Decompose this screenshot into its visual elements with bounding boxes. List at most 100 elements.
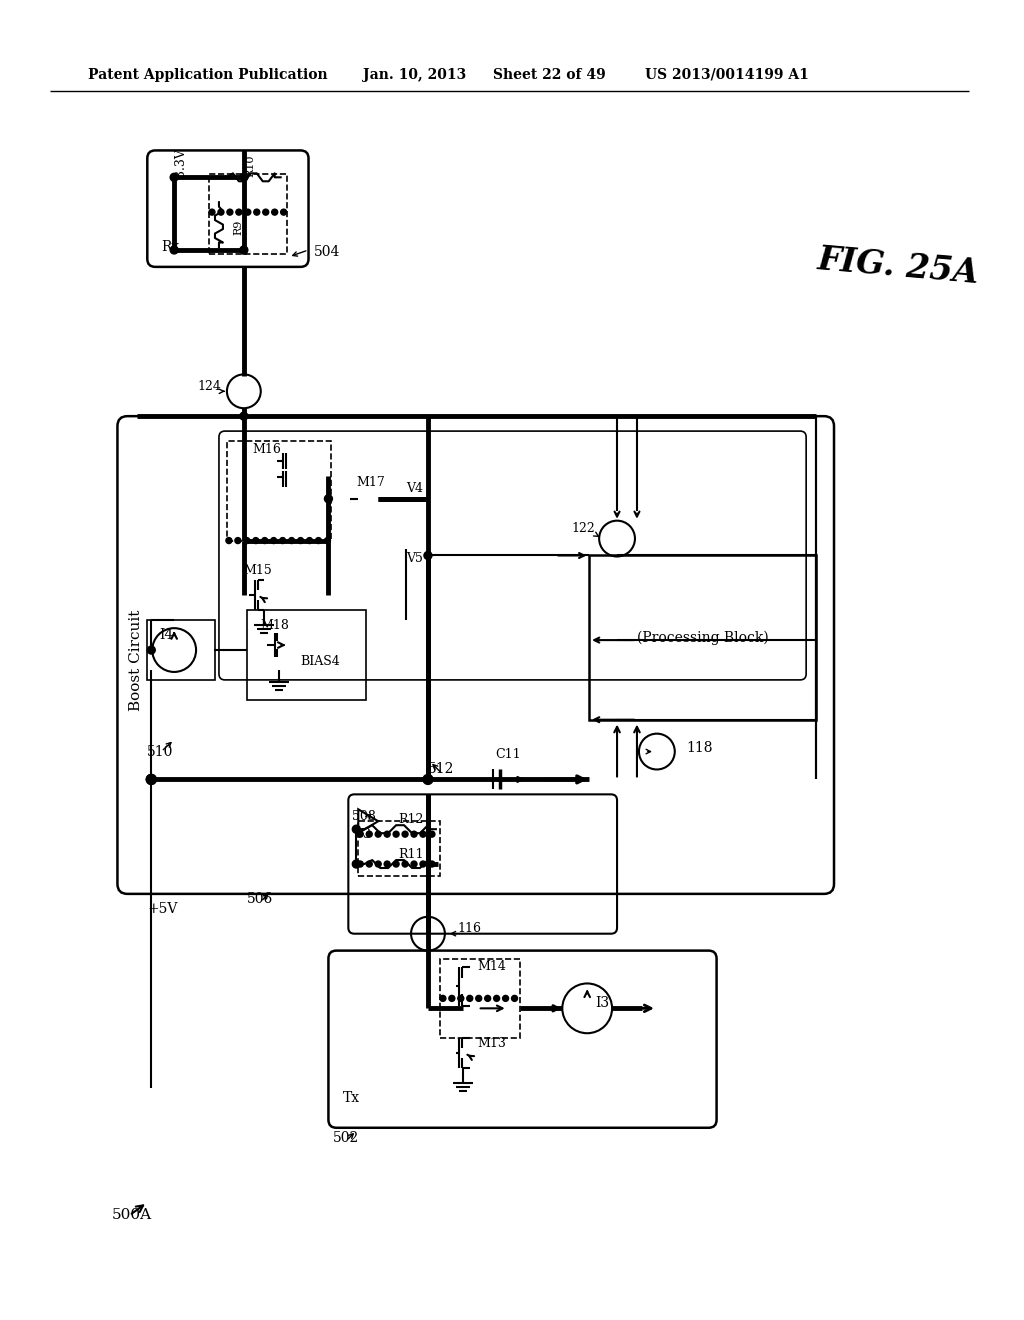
Circle shape [281, 209, 287, 215]
Circle shape [357, 861, 364, 867]
Circle shape [240, 246, 248, 253]
Circle shape [146, 775, 157, 784]
Circle shape [467, 995, 473, 1002]
Circle shape [357, 832, 364, 837]
Text: I3: I3 [595, 997, 609, 1010]
Text: R12: R12 [398, 813, 424, 826]
Circle shape [393, 832, 399, 837]
Circle shape [384, 861, 390, 867]
Circle shape [402, 832, 408, 837]
Text: M14: M14 [478, 960, 507, 973]
Text: 508: 508 [352, 809, 376, 822]
Circle shape [449, 995, 455, 1002]
Circle shape [262, 537, 267, 544]
Text: R9: R9 [233, 219, 244, 235]
Circle shape [476, 995, 481, 1002]
Bar [589, 556, 816, 719]
Circle shape [512, 995, 517, 1002]
Circle shape [423, 775, 433, 784]
Text: Boost Circuit: Boost Circuit [129, 610, 143, 710]
Circle shape [280, 537, 286, 544]
Circle shape [315, 537, 322, 544]
Circle shape [458, 995, 464, 1002]
Circle shape [325, 537, 331, 544]
Circle shape [429, 861, 435, 867]
Circle shape [245, 209, 251, 215]
Circle shape [236, 209, 242, 215]
Circle shape [270, 537, 276, 544]
Circle shape [420, 832, 426, 837]
Text: 502: 502 [333, 1131, 358, 1144]
Text: 122: 122 [571, 523, 595, 535]
Text: V3: V3 [354, 828, 372, 841]
Text: +5V: +5V [147, 902, 178, 916]
Text: 500A: 500A [112, 1208, 152, 1222]
Circle shape [147, 645, 156, 653]
Circle shape [240, 173, 248, 181]
Text: Rx: Rx [161, 240, 179, 253]
Text: FIG. 25A: FIG. 25A [816, 243, 981, 290]
Text: Tx: Tx [343, 1090, 360, 1105]
Circle shape [424, 552, 432, 560]
Circle shape [420, 861, 426, 867]
Circle shape [484, 995, 490, 1002]
Circle shape [226, 537, 231, 544]
Text: R10: R10 [246, 154, 256, 177]
Circle shape [367, 832, 372, 837]
Bar [440, 958, 519, 1039]
Circle shape [503, 995, 509, 1002]
Circle shape [254, 209, 260, 215]
Text: 116: 116 [458, 923, 482, 935]
Text: 512: 512 [428, 763, 455, 776]
Bar [247, 610, 367, 700]
Circle shape [440, 995, 445, 1002]
Text: US 2013/0014199 A1: US 2013/0014199 A1 [645, 67, 809, 82]
Circle shape [367, 861, 372, 867]
Bar [227, 441, 332, 541]
Circle shape [424, 775, 432, 783]
Circle shape [298, 537, 303, 544]
Circle shape [384, 832, 390, 837]
Text: I4: I4 [160, 628, 173, 642]
Text: M13: M13 [478, 1036, 507, 1049]
Circle shape [253, 537, 259, 544]
Circle shape [325, 495, 333, 503]
Circle shape [402, 861, 408, 867]
Text: 506: 506 [247, 892, 273, 906]
Circle shape [227, 209, 232, 215]
Circle shape [263, 209, 268, 215]
Circle shape [494, 995, 500, 1002]
Circle shape [234, 537, 241, 544]
Circle shape [244, 537, 250, 544]
Text: C11: C11 [496, 748, 521, 762]
Circle shape [170, 246, 178, 253]
Text: 504: 504 [313, 246, 340, 259]
Bar [358, 821, 440, 876]
Circle shape [218, 209, 224, 215]
Circle shape [209, 209, 215, 215]
Text: Patent Application Publication: Patent Application Publication [88, 67, 328, 82]
Bar [209, 174, 287, 253]
Circle shape [146, 775, 157, 784]
Text: 118: 118 [687, 741, 714, 755]
Circle shape [375, 832, 381, 837]
Circle shape [170, 173, 178, 181]
Text: Jan. 10, 2013: Jan. 10, 2013 [364, 67, 467, 82]
Text: 124: 124 [197, 380, 221, 393]
Circle shape [271, 209, 278, 215]
Text: M17: M17 [356, 477, 385, 490]
Text: M15: M15 [244, 564, 272, 577]
Circle shape [411, 861, 417, 867]
Text: R11: R11 [398, 847, 424, 861]
Bar [147, 620, 215, 680]
Circle shape [429, 832, 435, 837]
Text: Sheet 22 of 49: Sheet 22 of 49 [493, 67, 605, 82]
Circle shape [289, 537, 295, 544]
Text: M16: M16 [252, 442, 282, 455]
Text: V5: V5 [407, 552, 423, 565]
Text: BIAS4: BIAS4 [301, 656, 340, 668]
Text: M18: M18 [261, 619, 290, 632]
Circle shape [306, 537, 312, 544]
Circle shape [240, 412, 248, 420]
Circle shape [393, 861, 399, 867]
